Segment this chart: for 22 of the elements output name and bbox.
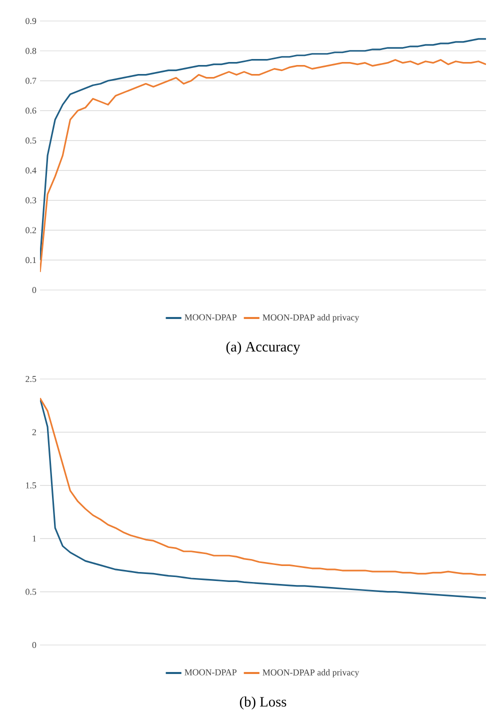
y-tick-label: 0 — [32, 642, 36, 648]
y-tick-label: 0.4 — [26, 167, 36, 174]
text: (b) Loss — [240, 696, 286, 710]
y-tick-label: 0.6 — [26, 108, 36, 114]
text: (a) Accuracy — [226, 341, 300, 355]
y-tick-label: 0.3 — [26, 197, 36, 204]
legend-label: MOON-DPAP — [184, 314, 236, 320]
y-tick-label: 0.2 — [26, 227, 36, 234]
y-tick-label: 2.5 — [26, 376, 36, 382]
y-tick-label: 1.5 — [26, 482, 36, 488]
y-tick-label: 2 — [32, 429, 36, 436]
y-tick-label: 0.1 — [26, 257, 36, 264]
y-tick-label: 1 — [32, 536, 36, 542]
y-tick-label: 0.9 — [26, 18, 36, 24]
y-tick-label: 0 — [32, 286, 36, 294]
y-tick-label: 0.5 — [26, 588, 36, 595]
y-tick-label: 0.8 — [26, 48, 36, 54]
y-tick-label: 0.5 — [26, 138, 36, 144]
legend-label: MOON-DPAP add privacy — [262, 314, 360, 322]
legend-label: MOON-DPAP add privacy — [262, 669, 360, 678]
y-tick-label: 0.7 — [26, 78, 36, 84]
legend-label: MOON-DPAP — [184, 669, 236, 676]
